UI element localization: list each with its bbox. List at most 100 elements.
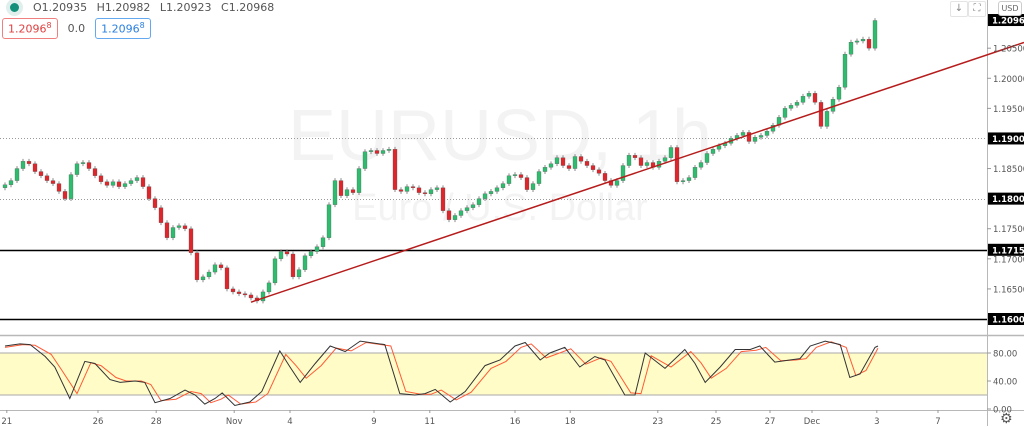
candle-body-up bbox=[458, 210, 464, 216]
candle-body-down bbox=[674, 147, 680, 182]
buy-button[interactable]: 1.20968 bbox=[95, 18, 151, 39]
candle-body-down bbox=[44, 175, 50, 181]
high-value: H1.20982 bbox=[96, 1, 151, 14]
candle-body-up bbox=[476, 198, 482, 205]
stochastic-tick-label: 40.00 bbox=[993, 378, 1017, 388]
candle bbox=[212, 262, 218, 275]
candle-body-up bbox=[836, 87, 842, 100]
candle bbox=[158, 205, 164, 226]
download-icon[interactable]: ↓ bbox=[950, 1, 968, 17]
candle bbox=[548, 161, 554, 170]
time-tick-label: Nov bbox=[226, 417, 243, 426]
candle bbox=[188, 226, 194, 256]
candle bbox=[764, 128, 770, 138]
candle-body-up bbox=[554, 157, 560, 164]
candle-body-up bbox=[128, 180, 134, 184]
candle-body-up bbox=[272, 258, 278, 284]
candle bbox=[578, 154, 584, 164]
candle bbox=[584, 158, 590, 168]
candle-body-down bbox=[818, 102, 824, 127]
candle bbox=[248, 292, 254, 301]
candle-body-up bbox=[428, 189, 434, 194]
price-label-text: 1.18000 bbox=[992, 195, 1024, 205]
candle bbox=[788, 102, 794, 111]
candle bbox=[224, 265, 230, 292]
candle-body-down bbox=[566, 165, 572, 169]
candle-body-up bbox=[806, 93, 812, 97]
candle bbox=[32, 161, 38, 174]
sell-button[interactable]: 1.20968 bbox=[2, 18, 58, 39]
time-tick-label: 4 bbox=[287, 417, 292, 426]
candle bbox=[194, 250, 200, 283]
price-axis[interactable]: 1.20500 1.20000 1.19500 1.18500 1.17500 1.170… bbox=[987, 14, 1024, 326]
candle bbox=[428, 187, 434, 197]
candle bbox=[422, 190, 428, 197]
candle bbox=[746, 130, 752, 144]
candle-body-down bbox=[290, 253, 296, 278]
candle bbox=[824, 108, 830, 129]
stochastic-band bbox=[0, 353, 987, 395]
candle bbox=[536, 169, 542, 187]
fullscreen-icon[interactable]: ⛶ bbox=[968, 1, 986, 17]
candle bbox=[476, 196, 482, 208]
candle bbox=[260, 289, 266, 304]
candle-body-up bbox=[80, 162, 86, 164]
candle-body-down bbox=[410, 186, 416, 188]
low-value: L1.20923 bbox=[159, 1, 212, 14]
candle-body-up bbox=[704, 153, 710, 163]
candle bbox=[698, 160, 704, 170]
candle-body-down bbox=[62, 191, 68, 199]
candle bbox=[404, 184, 410, 194]
candle-body-up bbox=[782, 108, 788, 118]
candle bbox=[104, 179, 110, 188]
candle bbox=[812, 90, 818, 105]
time-tick-label: 16 bbox=[510, 417, 521, 426]
buy-price: 1.2096 bbox=[101, 22, 140, 36]
candle-body-down bbox=[92, 168, 98, 176]
trendline-layer[interactable] bbox=[250, 41, 1024, 303]
candle-body-up bbox=[536, 171, 542, 184]
candle-body-up bbox=[110, 181, 116, 186]
buy-price-pip: 8 bbox=[139, 21, 145, 30]
candle-body-down bbox=[182, 225, 188, 229]
candle bbox=[644, 160, 650, 168]
candle-body-up bbox=[134, 177, 140, 181]
candle-body-down bbox=[194, 252, 200, 281]
candle bbox=[836, 84, 842, 102]
stochastic-tick-label: 80.00 bbox=[993, 350, 1017, 360]
stochastic-d-line bbox=[4, 341, 879, 405]
time-tick-label: 18 bbox=[565, 417, 576, 426]
candle-body-down bbox=[446, 210, 452, 220]
price-label-tag bbox=[988, 313, 1024, 325]
candle bbox=[206, 269, 212, 280]
candle-body-up bbox=[506, 175, 512, 184]
candle bbox=[8, 178, 14, 188]
candle-body-down bbox=[242, 293, 248, 296]
candle bbox=[848, 39, 854, 57]
currency-label[interactable]: USD bbox=[998, 1, 1022, 16]
candle-body-down bbox=[590, 165, 596, 170]
trade-buttons: 1.20968 0.0 1.20968 bbox=[2, 18, 151, 39]
candle-body-up bbox=[464, 207, 470, 211]
candle bbox=[266, 280, 272, 295]
trendline[interactable] bbox=[250, 41, 1024, 303]
price-tick-label: 1.18500 bbox=[993, 165, 1024, 175]
candle bbox=[686, 175, 692, 183]
candle-body-up bbox=[296, 269, 302, 278]
candle bbox=[524, 175, 530, 193]
candle-body-up bbox=[320, 237, 326, 247]
candle-body-down bbox=[104, 181, 110, 186]
close-value: C1.20968 bbox=[221, 1, 275, 14]
settings-gear-icon[interactable]: ⚙ bbox=[1000, 411, 1013, 427]
candle-body-up bbox=[692, 167, 698, 178]
time-axis[interactable]: 21 26 28 Nov 4 9 11 16 18 23 25 27 Dec 3 7 bbox=[1, 410, 941, 426]
candle-body-up bbox=[74, 163, 80, 175]
candle bbox=[518, 172, 524, 180]
candle-body-down bbox=[596, 169, 602, 174]
candle bbox=[392, 146, 398, 193]
candle-body-up bbox=[362, 151, 368, 169]
candle-body-down bbox=[578, 156, 584, 162]
candle bbox=[326, 202, 332, 241]
